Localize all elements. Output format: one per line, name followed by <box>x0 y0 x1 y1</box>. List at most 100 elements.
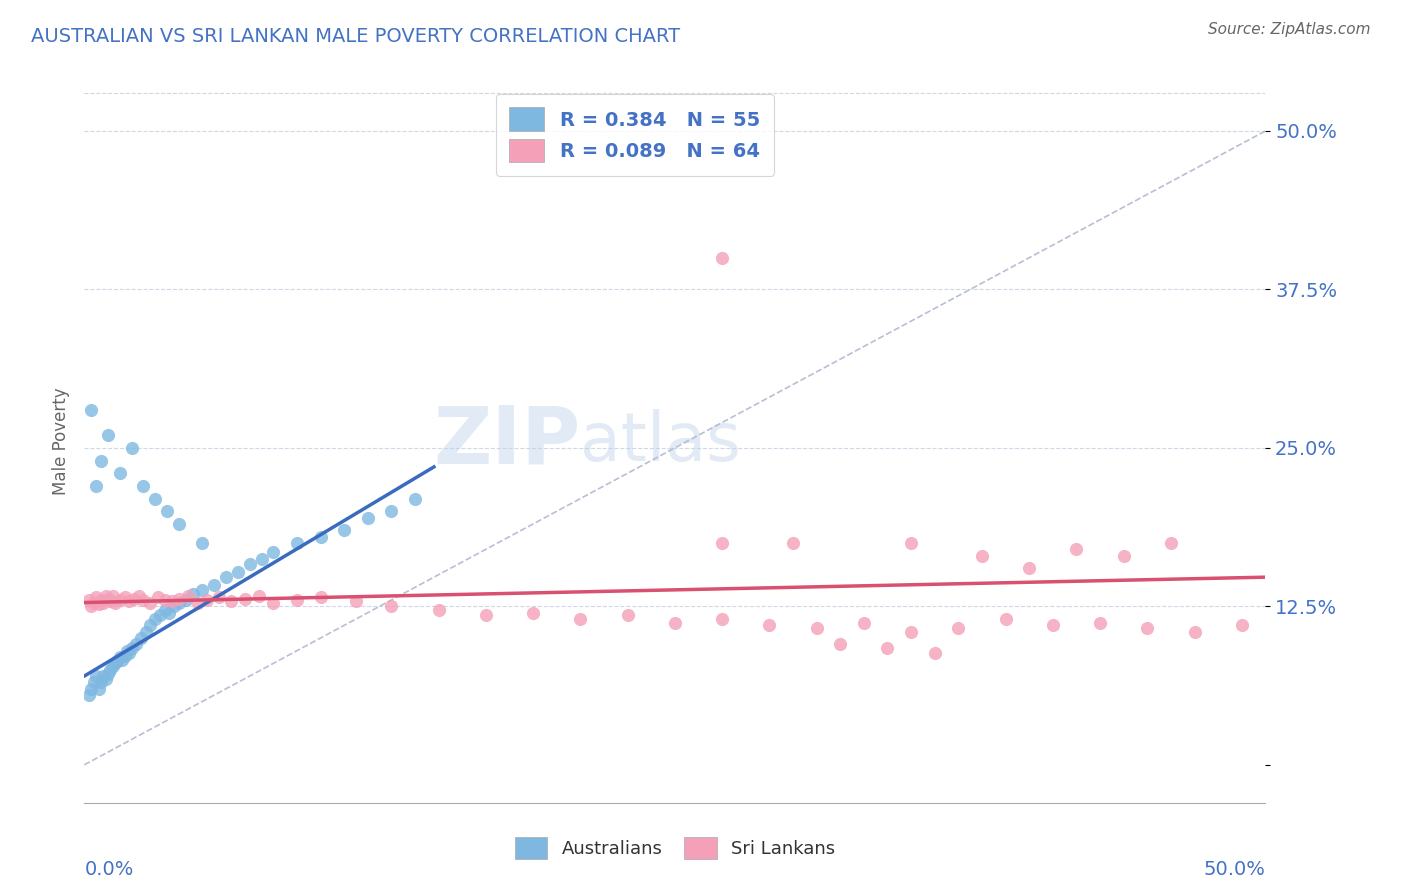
Point <box>167 595 190 609</box>
Point <box>97 591 120 606</box>
Point <box>160 594 183 608</box>
Point <box>84 479 107 493</box>
Point <box>711 251 734 265</box>
Point <box>90 593 112 607</box>
Point <box>122 591 145 606</box>
Point <box>239 558 262 572</box>
Point <box>157 606 180 620</box>
Point <box>97 428 120 442</box>
Point <box>1042 618 1064 632</box>
Point <box>208 591 231 605</box>
Point <box>80 402 103 417</box>
Point <box>1066 542 1088 557</box>
Legend: Australians, Sri Lankans: Australians, Sri Lankans <box>508 830 842 866</box>
Point <box>101 659 124 673</box>
Point <box>900 624 922 639</box>
Point <box>285 593 308 607</box>
Point <box>782 536 804 550</box>
Point <box>167 516 190 531</box>
Point <box>876 641 898 656</box>
Point <box>380 504 402 518</box>
Point <box>143 491 166 506</box>
Y-axis label: Male Poverty: Male Poverty <box>52 388 70 495</box>
Point <box>84 591 107 605</box>
Point <box>104 595 127 609</box>
Point <box>1112 549 1135 563</box>
Point <box>94 672 117 686</box>
Point <box>309 591 332 605</box>
Point <box>114 648 136 663</box>
Point <box>163 599 186 614</box>
Point <box>475 608 498 623</box>
Point <box>522 606 544 620</box>
Point <box>711 612 734 626</box>
Point <box>830 637 852 651</box>
Point <box>129 631 152 645</box>
Point <box>118 646 141 660</box>
Point <box>711 536 734 550</box>
Point <box>1136 621 1159 635</box>
Point <box>1018 561 1040 575</box>
Point <box>98 594 121 608</box>
Point <box>94 589 117 603</box>
Point <box>84 669 107 683</box>
Point <box>174 593 197 607</box>
Point <box>104 657 127 671</box>
Point <box>191 536 214 550</box>
Point <box>924 646 946 660</box>
Point <box>262 545 284 559</box>
Text: AUSTRALIAN VS SRI LANKAN MALE POVERTY CORRELATION CHART: AUSTRALIAN VS SRI LANKAN MALE POVERTY CO… <box>31 27 681 45</box>
Point <box>215 570 238 584</box>
Point <box>77 593 100 607</box>
Point <box>90 675 112 690</box>
Point <box>83 595 105 609</box>
Point <box>970 549 993 563</box>
Point <box>948 621 970 635</box>
Text: 0.0%: 0.0% <box>84 860 134 879</box>
Point <box>121 641 143 656</box>
Point <box>191 582 214 597</box>
Point <box>107 654 129 668</box>
Point <box>90 453 112 467</box>
Point <box>80 681 103 696</box>
Point <box>101 589 124 603</box>
Point <box>309 530 332 544</box>
Point <box>114 591 136 605</box>
Point <box>135 624 157 639</box>
Point <box>177 589 200 603</box>
Point <box>97 666 120 681</box>
Point <box>569 612 592 626</box>
Point <box>181 587 204 601</box>
Point <box>80 599 103 614</box>
Point <box>87 597 110 611</box>
Point <box>153 603 176 617</box>
Point <box>1184 624 1206 639</box>
Point <box>77 688 100 702</box>
Point <box>285 536 308 550</box>
Point <box>132 479 155 493</box>
Point <box>115 643 138 657</box>
Text: Source: ZipAtlas.com: Source: ZipAtlas.com <box>1208 22 1371 37</box>
Point <box>427 603 450 617</box>
Point <box>118 594 141 608</box>
Point <box>139 595 162 609</box>
Point <box>250 552 273 566</box>
Point <box>111 652 134 666</box>
Point <box>404 491 426 506</box>
Point <box>219 594 242 608</box>
Point <box>333 523 356 537</box>
Point <box>1230 618 1253 632</box>
Point <box>87 681 110 696</box>
Point <box>806 621 828 635</box>
Point <box>202 578 225 592</box>
Point <box>195 593 218 607</box>
Point <box>108 650 131 665</box>
Point <box>357 510 380 524</box>
Point <box>344 594 367 608</box>
Point <box>233 591 256 606</box>
Text: ZIP: ZIP <box>433 402 581 481</box>
Text: 50.0%: 50.0% <box>1204 860 1265 879</box>
Point <box>226 565 249 579</box>
Point <box>1088 615 1111 630</box>
Point <box>146 591 169 605</box>
